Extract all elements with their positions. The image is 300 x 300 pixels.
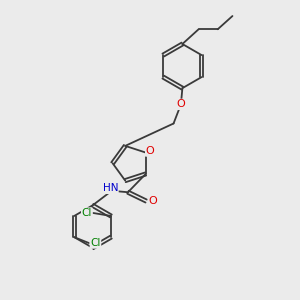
Text: Cl: Cl: [90, 238, 100, 248]
Text: Cl: Cl: [82, 208, 92, 218]
Text: HN: HN: [103, 183, 118, 194]
Text: O: O: [146, 146, 154, 156]
Text: O: O: [176, 99, 185, 110]
Text: O: O: [148, 196, 157, 206]
